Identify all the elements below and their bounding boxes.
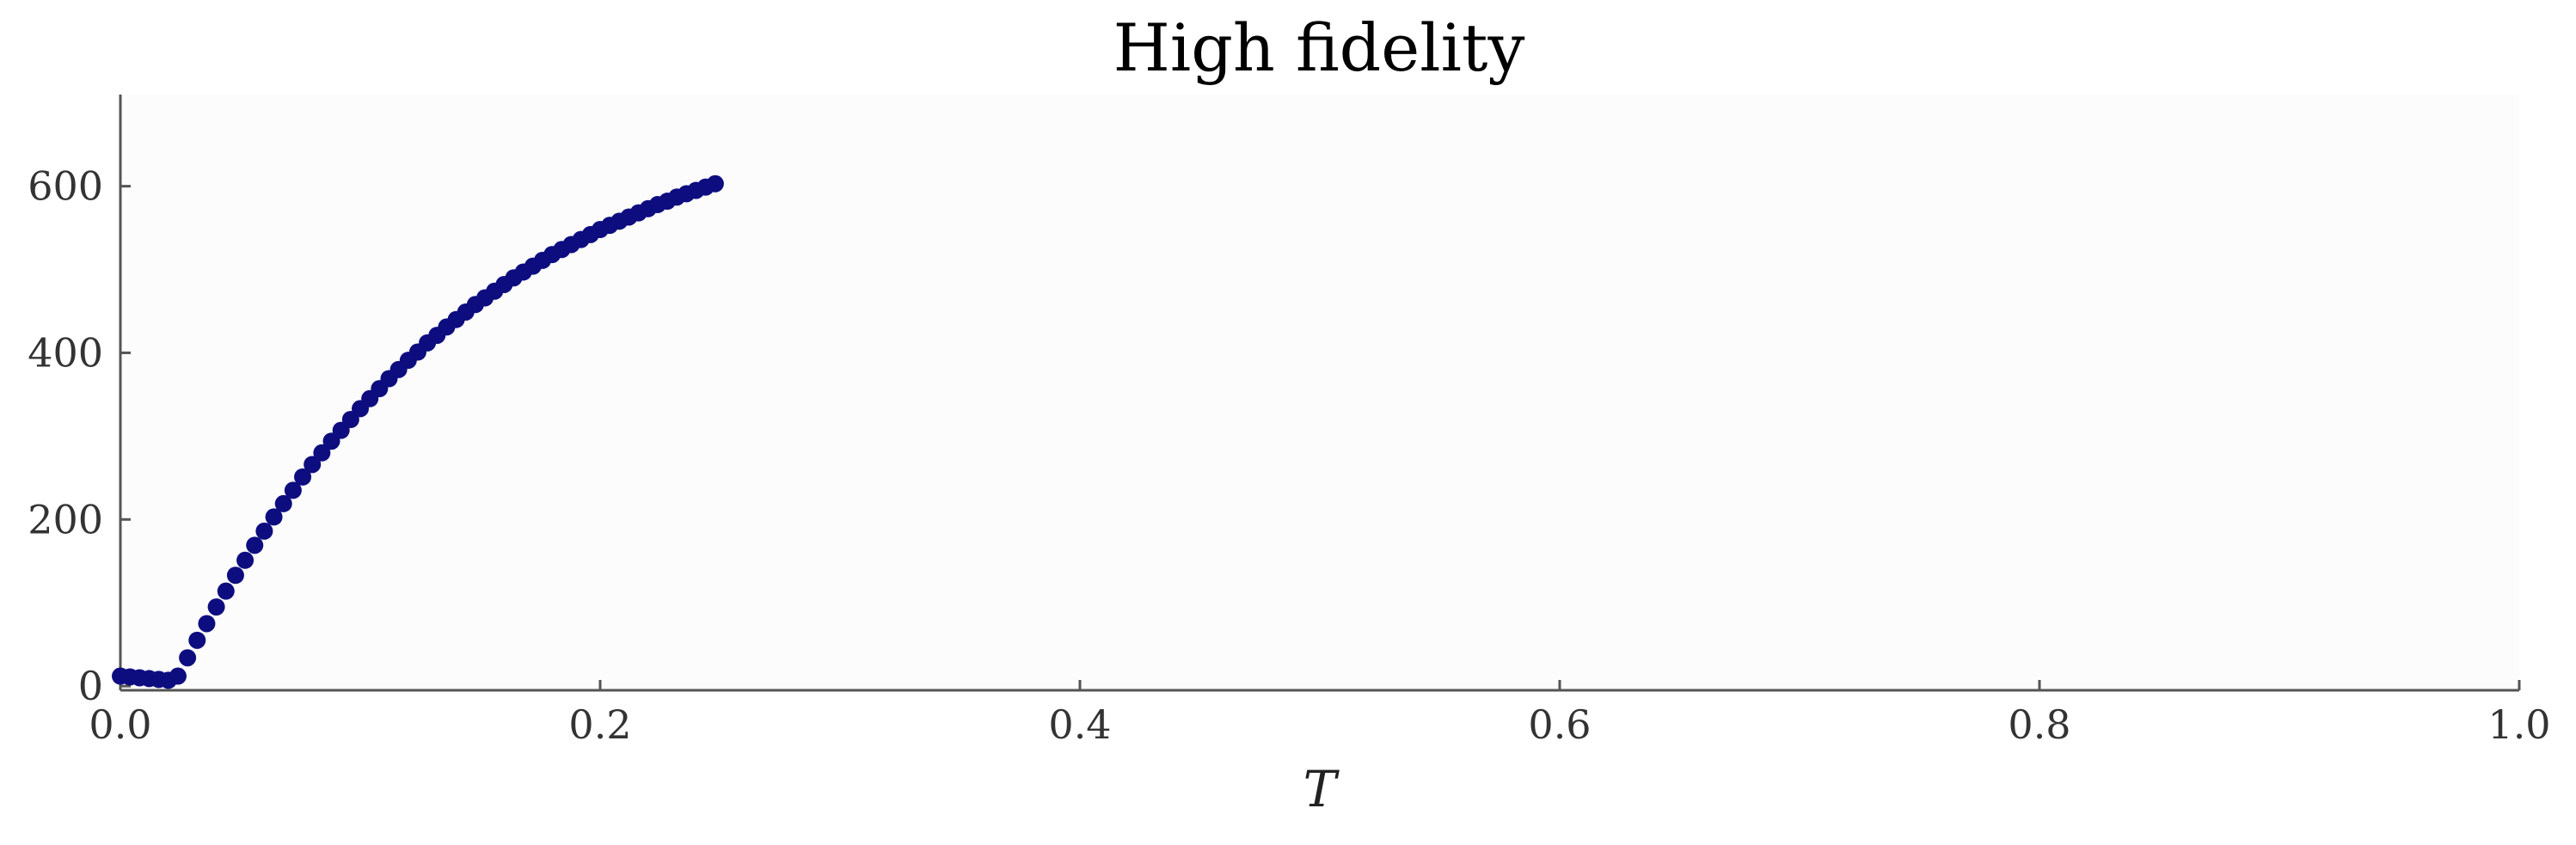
data-points (112, 175, 724, 689)
y-tick-label: 600 (28, 163, 103, 210)
x-tick-label: 0.8 (2008, 701, 2070, 748)
data-point (294, 468, 312, 486)
data-point (706, 175, 724, 193)
chart-title: High fidelity (1113, 9, 1525, 86)
plot-area-background (120, 95, 2519, 690)
y-ticks: 0 200 400 600 (28, 163, 131, 709)
x-tick-label: 0.2 (568, 701, 631, 748)
x-tick-label: 1.0 (2487, 701, 2550, 748)
data-point (236, 551, 255, 569)
x-ticks: 0.0 0.2 0.4 0.6 0.8 1.0 (89, 680, 2551, 748)
data-point (246, 536, 264, 554)
y-tick-label: 200 (28, 496, 103, 542)
data-point (255, 522, 273, 540)
data-point (274, 494, 292, 512)
data-point (217, 582, 235, 600)
data-point (304, 456, 322, 474)
y-tick-label: 0 (78, 663, 103, 709)
data-point (188, 631, 206, 649)
data-point (226, 566, 244, 585)
data-point (198, 615, 216, 633)
x-tick-label: 0.6 (1528, 701, 1591, 748)
data-point (313, 444, 331, 462)
data-point (284, 481, 302, 499)
x-axis-label: T (1303, 760, 1340, 818)
data-point (265, 508, 283, 526)
data-point (179, 649, 197, 667)
data-point (207, 598, 225, 616)
y-tick-label: 400 (28, 329, 103, 376)
data-point (169, 667, 187, 685)
x-tick-label: 0.4 (1048, 701, 1111, 748)
x-tick-label: 0.0 (89, 701, 151, 748)
